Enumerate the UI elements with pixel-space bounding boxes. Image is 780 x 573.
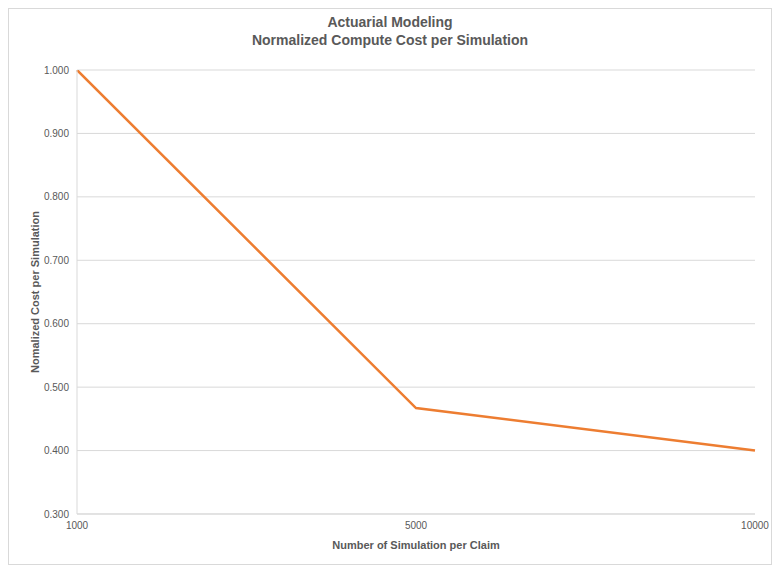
html-text:Nomalized Cost per Simulation: Nomalized Cost per Simulation (29, 211, 41, 373)
svg-text:0.600: 0.600 (44, 318, 69, 329)
svg-text:0.400: 0.400 (44, 445, 69, 456)
svg-text:1000: 1000 (66, 520, 89, 531)
svg-text:0.800: 0.800 (44, 191, 69, 202)
svg-text:0.300: 0.300 (44, 509, 69, 520)
html-text:Number of Simulation per Claim: Number of Simulation per Claim (332, 539, 500, 551)
svg-text:0.700: 0.700 (44, 255, 69, 266)
svg-text:0.900: 0.900 (44, 128, 69, 139)
svg-text:5000: 5000 (405, 520, 428, 531)
svg-text:10000: 10000 (741, 520, 769, 531)
html-text:Actuarial Modeling: Actuarial Modeling (327, 14, 453, 30)
html-text:Normalized Compute Cost per Si: Normalized Compute Cost per Simulation (251, 32, 529, 48)
svg-text:1.000: 1.000 (44, 65, 69, 76)
svg-text:0.500: 0.500 (44, 382, 69, 393)
